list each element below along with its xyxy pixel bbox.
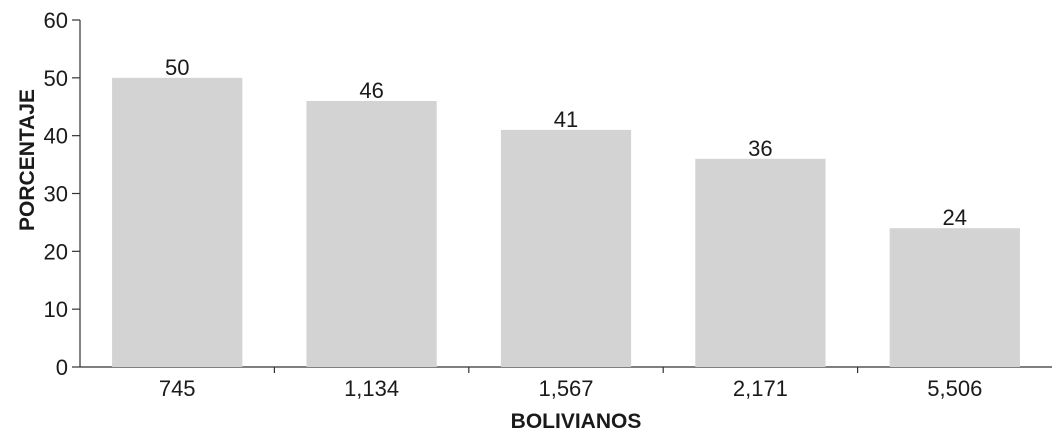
data-labels: 50 46 41 36 24 (165, 55, 967, 230)
y-tick-label: 0 (56, 355, 68, 380)
bar-2 (306, 100, 437, 367)
y-tick-label: 50 (44, 66, 68, 91)
y-tick-label: 60 (44, 8, 68, 33)
y-tick-label: 40 (44, 124, 68, 149)
y-axis-title: PORCENTAJE (16, 89, 39, 231)
x-tick-label: 1,567 (538, 376, 593, 401)
data-label: 41 (554, 107, 578, 132)
x-axis: 745 1,134 1,567 2,171 5,506 (80, 366, 1052, 401)
y-axis: 0 10 20 30 40 50 60 (44, 8, 81, 380)
data-label: 46 (359, 78, 383, 103)
bar-4 (695, 158, 826, 367)
data-label: 50 (165, 55, 189, 80)
x-tick-label: 5,506 (927, 376, 982, 401)
y-tick-label: 30 (44, 182, 68, 207)
bar-3 (500, 129, 632, 367)
x-tick-label: 1,134 (344, 376, 399, 401)
bars (112, 77, 1020, 367)
data-label: 36 (748, 136, 772, 161)
y-tick-label: 20 (44, 239, 68, 264)
x-tick-label: 745 (159, 376, 196, 401)
x-tick-label: 2,171 (733, 376, 788, 401)
y-tick-label: 10 (44, 297, 68, 322)
bar-5 (889, 228, 1020, 367)
x-axis-title: BOLIVIANOS (511, 410, 642, 433)
data-label: 24 (943, 205, 967, 230)
bar-1 (112, 77, 243, 367)
